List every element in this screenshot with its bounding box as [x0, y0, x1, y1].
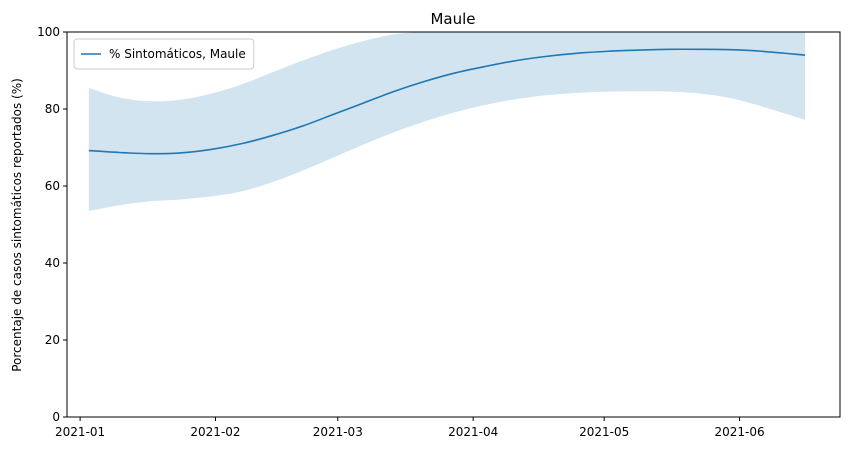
y-tick-label: 60: [45, 179, 60, 193]
y-tick-label: 20: [45, 333, 60, 347]
x-tick-label: 2021-04: [448, 425, 498, 439]
x-tick-label: 2021-05: [579, 425, 629, 439]
series-lines: [88, 48, 806, 155]
y-tick-label: 100: [37, 25, 60, 39]
x-tick-label: 2021-01: [55, 425, 105, 439]
y-tick-label: 80: [45, 102, 60, 116]
x-tick-label: 2021-03: [313, 425, 363, 439]
confidence-band-0: [88, 31, 806, 212]
legend: % Sintomáticos, Maule: [73, 38, 255, 70]
x-axis: 2021-01 2021-02 2021-03 2021-04 2021-05 2021-…: [55, 417, 765, 439]
y-tick-label: 40: [45, 256, 60, 270]
confidence-bands: [88, 31, 806, 212]
x-tick-label: 2021-06: [714, 425, 764, 439]
y-tick-label: 0: [52, 410, 60, 424]
x-tick-label: 2021-02: [190, 425, 240, 439]
legend-label: % Sintomáticos, Maule: [109, 47, 246, 61]
y-axis-title: Porcentaje de casos sintomáticos reporta…: [10, 78, 24, 372]
plot-frame: [66, 31, 841, 418]
legend-box: [73, 38, 255, 70]
chart-title: Maule: [430, 10, 475, 28]
series-line-0: [88, 48, 806, 155]
y-axis: 0 20 40 60 80 100: [37, 25, 67, 424]
